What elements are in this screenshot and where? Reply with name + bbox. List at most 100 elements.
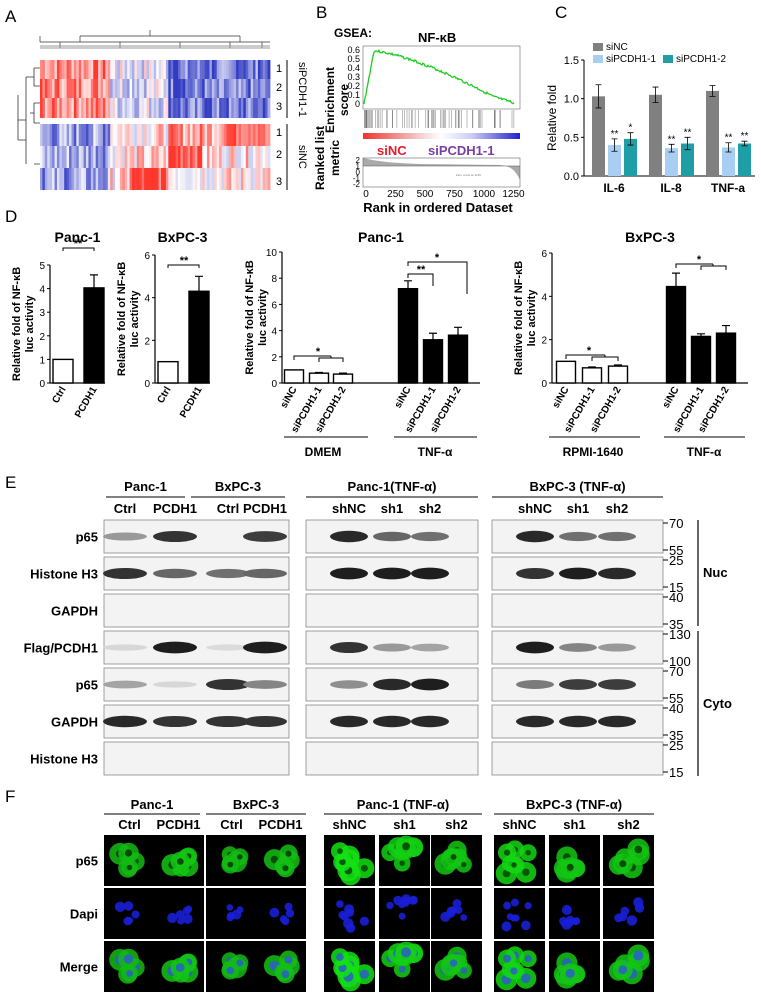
heatmap-cell	[202, 60, 206, 79]
heatmap-cell	[56, 79, 60, 98]
panel-label-a: A	[5, 7, 17, 26]
heatmap-cell	[180, 168, 184, 190]
heatmap-cell	[42, 146, 46, 168]
heatmap-cell	[66, 60, 70, 79]
cell-nucleus-dark	[525, 850, 531, 856]
heatmap-cell	[98, 146, 101, 168]
heatmap-cell	[61, 60, 65, 79]
cell-nucleus	[131, 910, 140, 919]
heatmap-cell	[83, 79, 87, 98]
c-ylabel: Relative fold	[545, 85, 559, 151]
heatmap-cell	[134, 79, 138, 98]
es-tick-label: 0.2	[347, 81, 360, 91]
heatmap-cell	[132, 146, 135, 168]
d-error-bar	[454, 326, 462, 336]
heatmap-cell	[112, 60, 116, 79]
heatmap-cell	[233, 168, 237, 190]
ranked-metric-area	[363, 158, 520, 180]
heatmap-cell	[190, 124, 193, 146]
immunofluorescence-panel: Panc-1 BxPC-3 Panc-1 (TNF-α) BxPC-3 (TNF-α)…	[60, 797, 654, 992]
d-bar	[447, 334, 469, 384]
heatmap-cell	[81, 124, 84, 146]
heatmap-cell	[95, 60, 99, 79]
heatmap-cell	[226, 168, 230, 190]
heatmap-cell	[170, 146, 174, 168]
heatmap-cell	[190, 60, 193, 79]
f-column-label: sh1	[393, 817, 415, 832]
heatmap-cell	[265, 60, 268, 79]
heatmap-cell	[139, 124, 143, 146]
micrograph-tile	[431, 888, 482, 939]
heatmap-cell	[267, 60, 271, 79]
cell-nucleus	[182, 914, 193, 924]
heatmap-cell	[69, 124, 72, 146]
heatmap-cell	[81, 98, 84, 118]
heatmap-cell	[129, 98, 133, 118]
d-y-tick-label: 2	[144, 336, 150, 347]
heatmap-cell	[175, 98, 179, 118]
heatmap-cell	[59, 168, 63, 190]
heatmap-cell	[175, 146, 179, 168]
cell-nucleus	[226, 904, 234, 911]
heatmap-cell	[76, 98, 80, 118]
heatmap-cell	[199, 124, 203, 146]
heatmap-cell	[127, 79, 130, 98]
d-title: BxPC-3	[158, 229, 208, 245]
heatmap-cell	[187, 124, 191, 146]
heatmap-cell	[170, 79, 174, 98]
c-legend-label: siPCDH1-2	[676, 54, 726, 65]
blot-band	[103, 680, 147, 689]
heatmap-cell	[216, 168, 220, 190]
heatmap-cell	[156, 98, 160, 118]
heatmap-cell	[127, 124, 130, 146]
heatmap-cell	[110, 124, 114, 146]
mw-marker: 100	[669, 654, 691, 669]
heatmap-cell	[253, 79, 256, 98]
heatmap-cell	[49, 168, 53, 190]
heatmap-cell	[83, 168, 87, 190]
heatmap-cell	[228, 98, 232, 118]
heatmap-cell	[207, 146, 210, 168]
heatmap-cell	[93, 124, 97, 146]
heatmap-cell	[170, 98, 174, 118]
heatmap-cell	[122, 79, 126, 98]
es-tick-label: 0.4	[347, 63, 360, 73]
heatmap-cell	[117, 79, 121, 98]
heatmap-cell	[47, 124, 51, 146]
mw-marker: 70	[669, 516, 683, 531]
panel-label-b: B	[316, 3, 327, 22]
e-group-header: BxPC-3	[215, 479, 261, 494]
rl-tick-label: 1	[356, 162, 361, 171]
heatmap-cell	[71, 60, 75, 79]
cell-nucleus	[452, 899, 462, 908]
heatmap-cell	[226, 124, 230, 146]
heatmap-cell	[161, 168, 164, 190]
heatmap-cell	[47, 168, 51, 190]
heatmap-cell	[78, 168, 82, 190]
d-sig-bracket	[407, 261, 468, 294]
heatmap-cell	[240, 79, 244, 98]
blot-band	[330, 567, 368, 580]
heatmap-cell	[93, 98, 97, 118]
heatmap-cell	[141, 168, 145, 190]
heatmap-cell	[257, 98, 261, 118]
e-lane-label: Ctrl	[114, 501, 136, 516]
heatmap-cell	[175, 60, 179, 79]
blot-band	[153, 530, 197, 543]
heatmap-cell	[83, 98, 87, 118]
heatmap-cell	[238, 124, 242, 146]
heatmap-cell	[146, 168, 150, 190]
heatmap-cell	[168, 168, 172, 190]
d-category-label: siNC	[661, 385, 682, 410]
heatmap-cell	[134, 60, 138, 79]
heatmap-cell	[253, 98, 256, 118]
heatmap-cell	[197, 98, 201, 118]
heatmap-cell	[98, 79, 101, 98]
heatmap-cell	[243, 98, 247, 118]
rank-x-tick-label: 1250	[502, 189, 525, 200]
heatmap-cell	[165, 168, 169, 190]
c-sig-label: **	[611, 129, 619, 140]
blot-band	[373, 715, 411, 728]
blot-band	[206, 678, 250, 691]
fraction-label-nuc: Nuc	[703, 565, 728, 580]
